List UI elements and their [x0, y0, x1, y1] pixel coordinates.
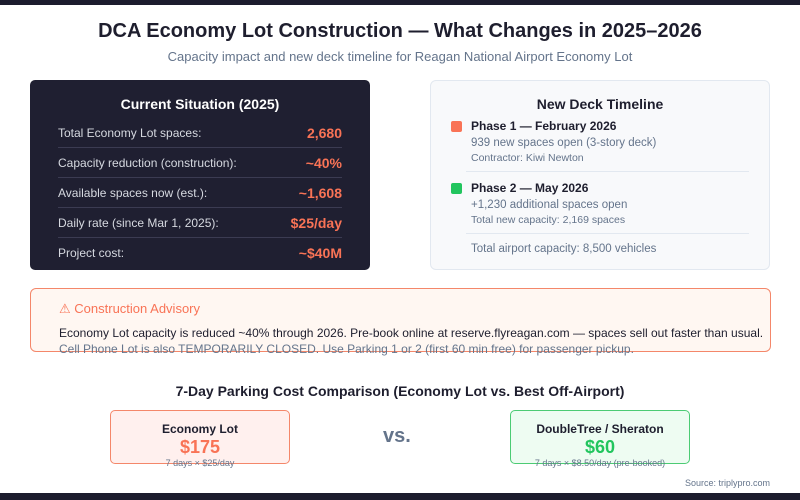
bottom-bar: [0, 493, 800, 500]
airport-capacity: Total airport capacity: 8,500 vehicles: [471, 243, 657, 255]
phase-1-detail: 939 new spaces open (3-story deck): [471, 137, 657, 149]
stat-label: Capacity reduction (construction):: [58, 155, 237, 170]
divider: [466, 171, 749, 172]
timeline-card: New Deck Timeline Phase 1 — February 202…: [430, 80, 770, 270]
current-situation-card: Current Situation (2025) Total Economy L…: [30, 80, 370, 270]
stat-label: Daily rate (since Mar 1, 2025):: [58, 215, 219, 230]
phase-1-label: Phase 1 — February 2026: [471, 119, 617, 133]
advisory-text: Economy Lot capacity is reduced ~40% thr…: [59, 326, 764, 340]
stat-value: ~$40M: [298, 245, 342, 261]
economy-lot-cost-card: Economy Lot $175 7 days × $25/day: [110, 410, 290, 468]
current-situation-heading: Current Situation (2025): [120, 96, 280, 112]
phase-1-title: Phase 1 — February 2026: [451, 119, 749, 133]
stat-row: Capacity reduction (construction): ~40%: [58, 148, 342, 178]
phase-1-contractor: Contractor: Kiwi Newton: [471, 152, 584, 164]
option-detail: 7 days × $8.50/day (pre-booked): [534, 458, 666, 468]
option-name: DoubleTree / Sheraton: [536, 422, 664, 436]
option-price: $60: [584, 437, 616, 457]
top-bar: [0, 0, 800, 5]
stat-row: Daily rate (since Mar 1, 2025): $25/day: [58, 208, 342, 238]
advisory-title: Construction Advisory: [74, 301, 201, 316]
phase-2-detail: +1,230 additional spaces open: [471, 199, 628, 211]
source-note: Source: triplypro.com: [684, 478, 770, 488]
stat-value: ~40%: [305, 154, 342, 171]
advisory-heading: ⚠ Construction Advisory: [59, 301, 770, 317]
stat-row: Available spaces now (est.): ~1,608: [58, 178, 342, 208]
vs-label: vs.: [383, 425, 411, 447]
page-title: DCA Economy Lot Construction — What Chan…: [98, 20, 702, 42]
option-price: $175: [179, 437, 221, 457]
divider: [466, 233, 749, 234]
page-subtitle: Capacity impact and new deck timeline fo…: [167, 49, 633, 64]
stat-label: Total Economy Lot spaces:: [58, 125, 202, 140]
comparison-heading: 7-Day Parking Cost Comparison (Economy L…: [175, 383, 625, 399]
stat-label: Project cost:: [58, 246, 125, 260]
off-airport-cost-card: DoubleTree / Sheraton $60 7 days × $8.50…: [510, 410, 690, 468]
phase-2-marker-icon: [451, 182, 462, 194]
option-detail: 7 days × $25/day: [165, 458, 235, 468]
stat-value: ~1,608: [298, 184, 342, 201]
advisory-note: Cell Phone Lot is also TEMPORARILY CLOSE…: [59, 342, 634, 356]
phase-1-marker-icon: [451, 120, 462, 132]
phase-2-title: Phase 2 — May 2026: [451, 181, 749, 195]
warning-icon: ⚠: [59, 301, 71, 316]
phase-2-label: Phase 2 — May 2026: [471, 181, 589, 195]
timeline-heading: New Deck Timeline: [536, 96, 664, 112]
stat-value: 2,680: [306, 124, 342, 141]
stat-row: Total Economy Lot spaces: 2,680: [58, 118, 342, 148]
option-name: Economy Lot: [161, 422, 238, 436]
stat-row: Project cost: ~$40M: [58, 238, 342, 268]
stat-value: $25/day: [290, 214, 342, 231]
construction-advisory: ⚠ Construction Advisory Economy Lot capa…: [30, 288, 771, 356]
phase-2-total: Total new capacity: 2,169 spaces: [471, 214, 626, 226]
stat-label: Available spaces now (est.):: [58, 185, 208, 200]
